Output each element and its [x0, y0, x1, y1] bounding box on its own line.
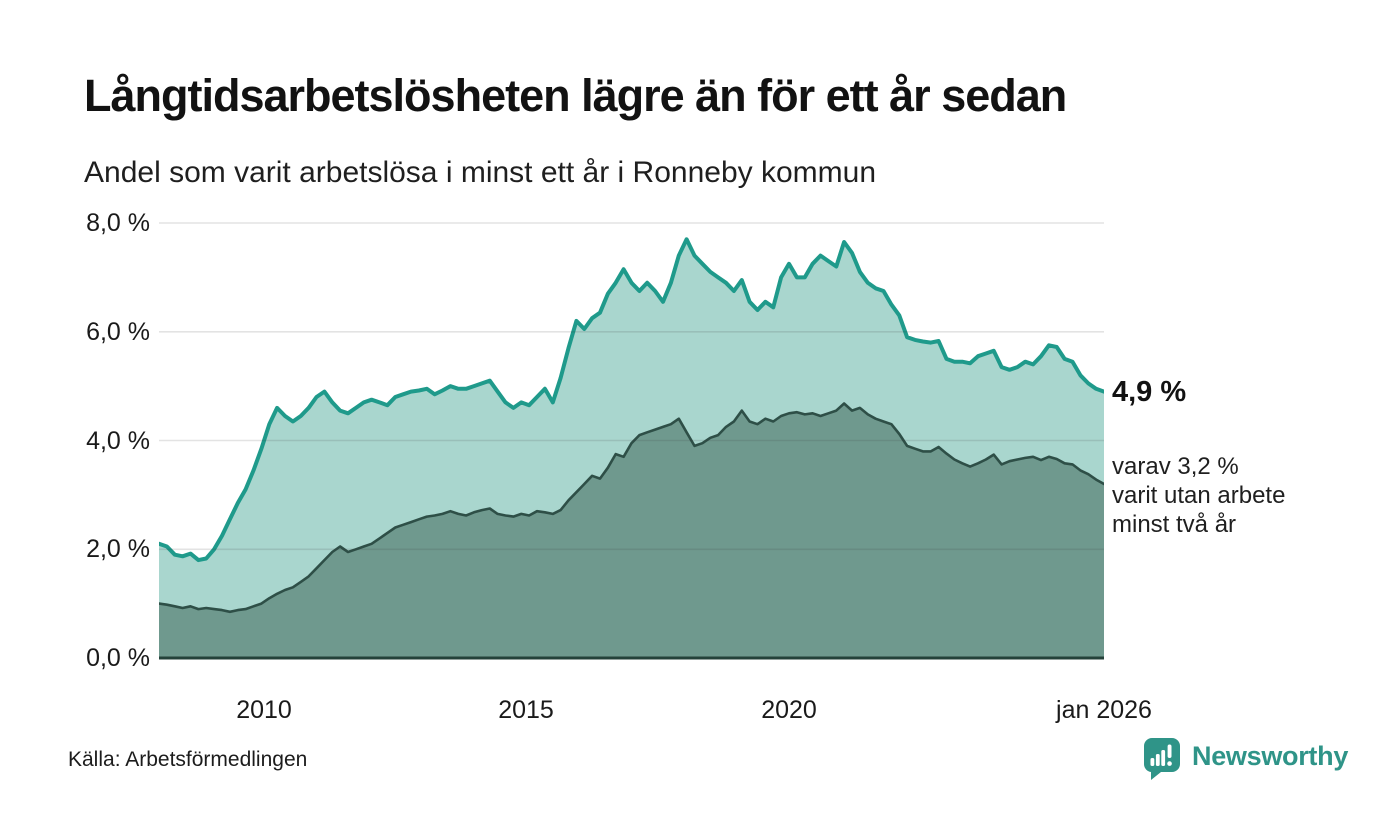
y-tick-2: 2,0 % [86, 535, 150, 563]
newsworthy-logo-icon [1144, 738, 1180, 780]
x-tick-2020: 2020 [761, 696, 817, 724]
unemployment-area-chart [159, 222, 1104, 660]
y-tick-0: 0,0 % [86, 644, 150, 672]
secondary-value-line2: varit utan arbete [1112, 482, 1286, 509]
x-tick-2015: 2015 [498, 696, 554, 724]
y-tick-4: 4,0 % [86, 427, 150, 455]
y-tick-6: 6,0 % [86, 318, 150, 346]
page-title: Långtidsarbetslösheten lägre än för ett … [84, 70, 1067, 121]
newsworthy-wordmark: Newsworthy [1192, 741, 1349, 771]
source-credit: Källa: Arbetsförmedlingen [68, 748, 308, 771]
x-tick-2010: 2010 [236, 696, 292, 724]
page-subtitle: Andel som varit arbetslösa i minst ett å… [84, 156, 876, 189]
x-tick-jan-2026: jan 2026 [1056, 696, 1152, 724]
secondary-value-line3: minst två år [1112, 511, 1237, 538]
newsworthy-brand: Newsworthy [1144, 738, 1348, 780]
secondary-value-line1: varav 3,2 % [1112, 453, 1239, 480]
latest-value-label: 4,9 % [1112, 376, 1187, 408]
secondary-value-label: varav 3,2 % varit utan arbete minst två … [1112, 452, 1285, 539]
y-tick-8: 8,0 % [86, 209, 150, 237]
